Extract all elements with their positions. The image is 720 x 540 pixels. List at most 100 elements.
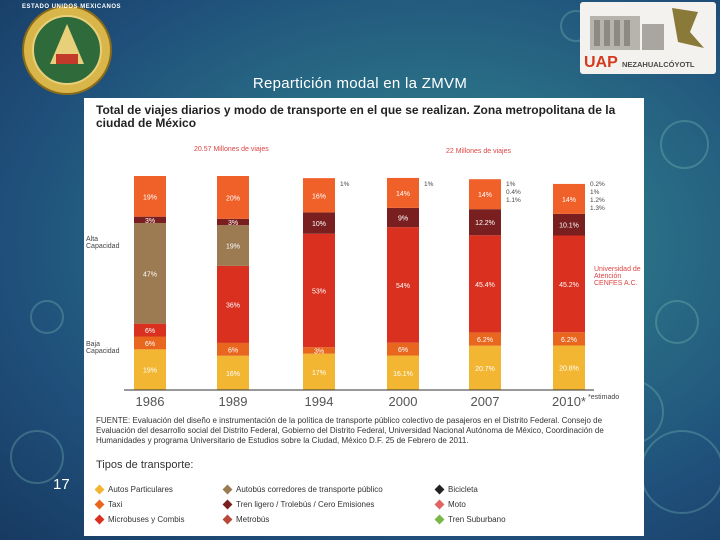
small-label: 1% (590, 189, 600, 196)
legend-item: Tren ligero / Trolebús / Cero Emisiones (222, 499, 375, 510)
slide-title: Repartición modal en la ZMVM (252, 75, 468, 92)
data-label: 54% (396, 283, 410, 290)
category-label: 1994 (305, 394, 334, 409)
data-label: 6% (398, 347, 408, 354)
legend-swatch (434, 514, 445, 525)
legend-label: Microbuses y Combis (108, 515, 185, 524)
bar-segment (553, 332, 585, 346)
university-seal (12, 2, 122, 97)
legend-label: Autobús corredores de transporte público (236, 485, 383, 494)
page-number: 17 (53, 476, 70, 493)
bar-segment (469, 209, 501, 236)
logo-subtitle: NEZAHUALCÓYOTL (622, 60, 695, 69)
bar-segment (217, 265, 249, 343)
bar-segment (553, 345, 585, 390)
bar-segment (217, 342, 249, 356)
bar-segment (387, 342, 419, 356)
figure-title: Total de viajes diarios y modo de transp… (96, 103, 616, 130)
univ-label: Universidad de Atención CENFES A.C. (594, 266, 641, 287)
data-label: 9% (398, 216, 408, 223)
legend-swatch (222, 514, 233, 525)
legend-label: Tren Suburbano (448, 515, 506, 524)
data-label: 10% (312, 221, 326, 228)
small-label: 1.3% (590, 205, 605, 212)
data-label: 14% (396, 191, 410, 198)
estimado-label: *estimado (588, 394, 620, 401)
legend-item: Bicicleta (434, 484, 478, 495)
data-label: 45.2% (559, 282, 579, 289)
small-label: 1.1% (506, 197, 521, 204)
bar-segment (217, 218, 249, 226)
bar-segment (217, 225, 249, 266)
data-label: 47% (143, 271, 157, 278)
legend-item: Tren Suburbano (434, 514, 506, 525)
legend-item: Taxi (94, 499, 123, 510)
small-label: 0.4% (506, 189, 521, 196)
bar-segment (387, 207, 419, 228)
data-label: 14% (478, 192, 492, 199)
legend-item: Microbuses y Combis (94, 514, 185, 525)
group-label-left: 20.57 Millones de viajes (194, 146, 269, 153)
baja-capacidad-label: Baja Capacidad (86, 341, 120, 355)
legend-swatch (94, 514, 105, 525)
legend-title: Tipos de transporte: (96, 459, 194, 471)
bar-segment (387, 355, 419, 390)
data-label: 6.2% (561, 337, 577, 344)
small-label: 1% (424, 181, 434, 188)
bar-segment (553, 183, 585, 214)
small-label: 1% (506, 181, 516, 188)
data-label: 20.7% (475, 366, 495, 373)
bar-segment (217, 176, 249, 219)
bar-segment (303, 353, 335, 390)
figure-source: FUENTE: Evaluación del diseño e instrume… (96, 416, 604, 445)
bar-segment (553, 235, 585, 333)
category-label: 2000 (389, 394, 418, 409)
bar-segment (553, 213, 585, 236)
data-label: 19% (226, 244, 240, 251)
data-label: 16% (226, 371, 240, 378)
data-label: 3% (228, 220, 238, 227)
data-label: 53% (312, 288, 326, 295)
bar-segment (134, 336, 166, 350)
data-label: 3% (314, 348, 324, 355)
legend-item: Moto (434, 499, 466, 510)
data-label: 12.2% (475, 220, 495, 227)
seal-text: ESTADO UNIDOS MEXICANOS (22, 4, 122, 10)
bar-segment (217, 355, 249, 390)
data-label: 19% (143, 368, 157, 375)
legend-label: Bicicleta (448, 485, 478, 494)
legend-swatch (434, 499, 445, 510)
data-label: 6% (145, 341, 155, 348)
legend-swatch (94, 499, 105, 510)
legend-swatch (222, 499, 233, 510)
alta-capacidad-label: Alta Capacidad (86, 236, 120, 250)
legend-swatch (94, 484, 105, 495)
bar-segment (134, 323, 166, 337)
bar-segment (469, 345, 501, 390)
data-label: 20.8% (559, 366, 579, 373)
data-label: 20% (226, 195, 240, 202)
small-label: 1.2% (590, 197, 605, 204)
legend-label: Moto (448, 500, 466, 509)
bar-segment (134, 176, 166, 217)
data-label: 14% (562, 197, 576, 204)
category-label: 1986 (136, 394, 165, 409)
data-label: 16% (312, 193, 326, 200)
data-label: 6% (228, 347, 238, 354)
small-label: 1% (340, 181, 350, 188)
bar-segment (134, 349, 166, 390)
legend-label: Tren ligero / Trolebús / Cero Emisiones (236, 500, 375, 509)
category-label: 1989 (219, 394, 248, 409)
legend-item: Metrobús (222, 514, 270, 525)
small-label: 0.2% (590, 181, 605, 188)
modal-split-chart: 19% 6% 6% 47% 3% 19% 1986 16% 6% 36% 19% 3% 20% 1989 1… (124, 176, 605, 409)
data-label: 17% (312, 370, 326, 377)
legend-label: Metrobús (236, 515, 270, 524)
logo-text: UAP (584, 54, 618, 71)
data-label: 19% (143, 194, 157, 201)
legend-label: Taxi (108, 500, 123, 509)
bar-segment (303, 212, 335, 234)
legend-item: Autobús corredores de transporte público (222, 484, 383, 495)
bar-segment (469, 235, 501, 333)
category-label: 2010* (552, 394, 586, 409)
